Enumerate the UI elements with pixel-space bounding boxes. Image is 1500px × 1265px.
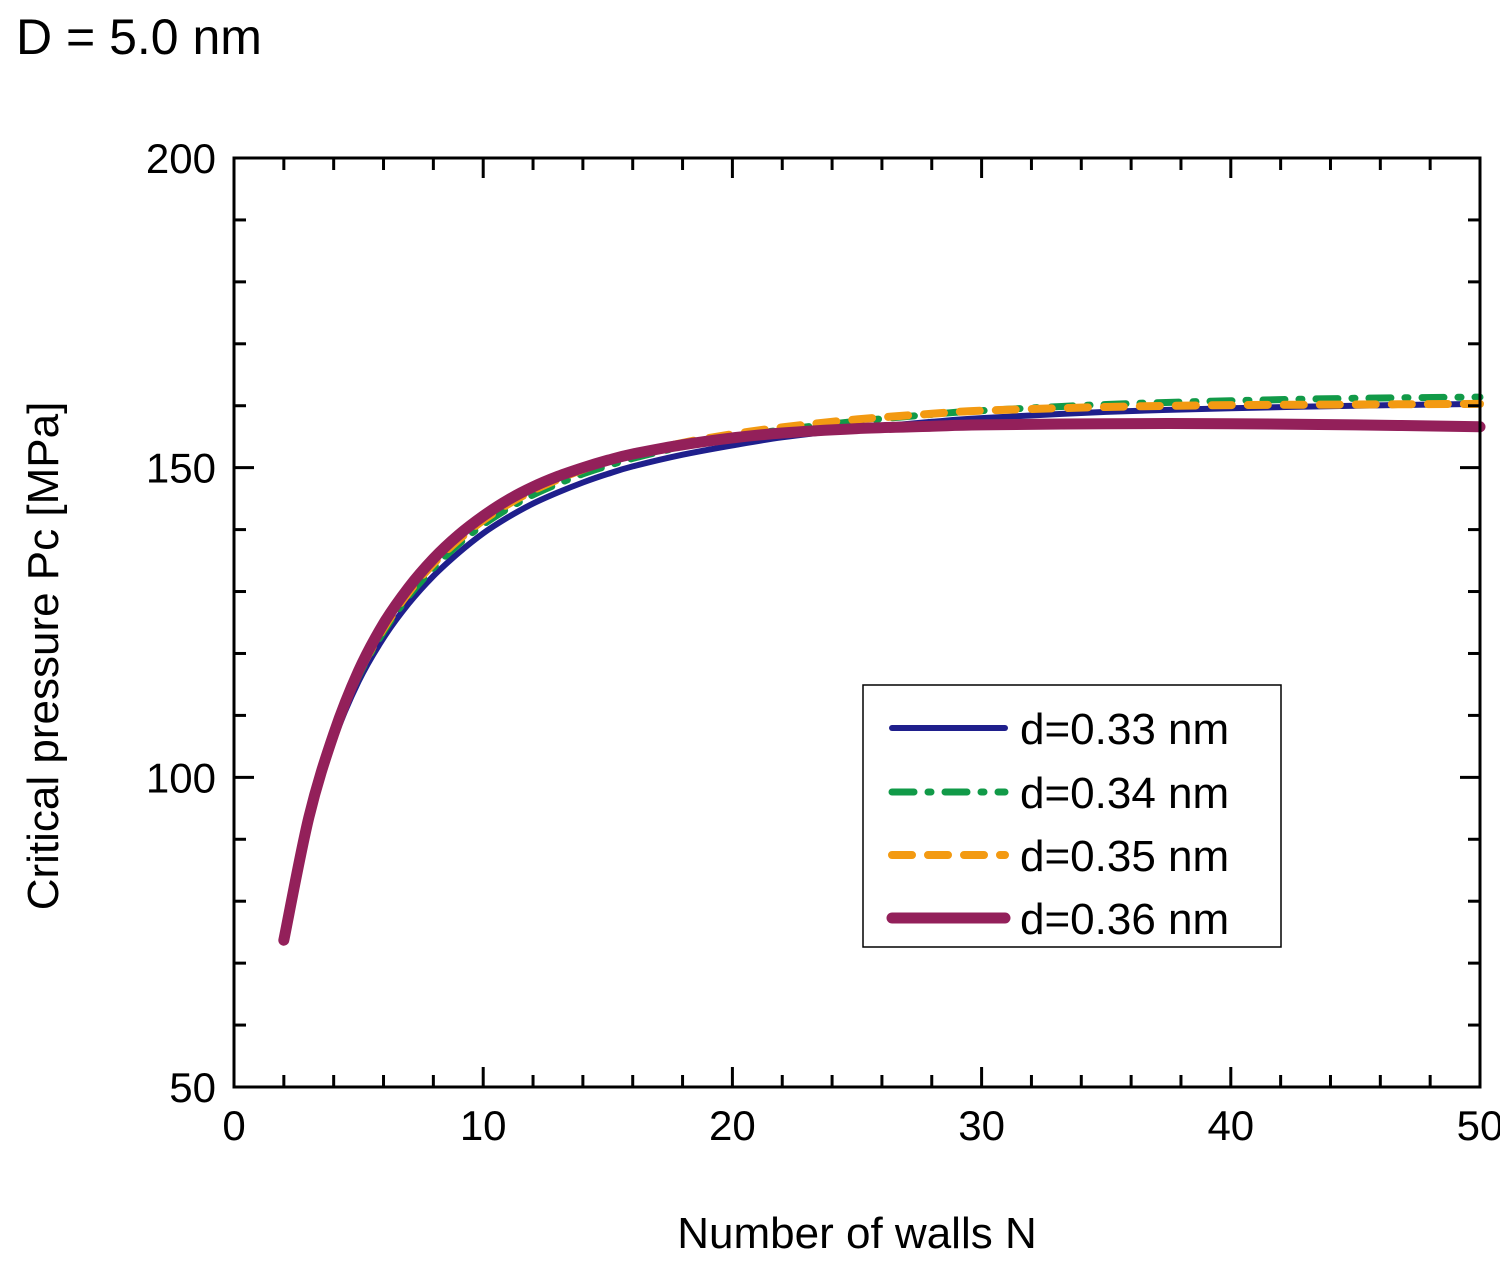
legend-label: d=0.34 nm: [1020, 769, 1229, 818]
chart-title: D = 5.0 nm: [16, 9, 262, 65]
x-tick-label: 40: [1207, 1102, 1254, 1149]
y-tick-label: 100: [146, 754, 216, 801]
x-tick-label: 0: [222, 1102, 245, 1149]
y-tick-label: 200: [146, 135, 216, 182]
y-tick-label: 50: [169, 1064, 216, 1111]
series-line-d-0-33-nm: [280, 400, 1483, 944]
legend-item: d=0.35 nm: [888, 832, 1229, 881]
series-line-d-0-36-nm: [278, 418, 1486, 946]
tick-layer: [232, 156, 1482, 1089]
legend-item: d=0.36 nm: [886, 895, 1229, 944]
legend: d=0.33 nm d=0.34 nm d=0.35 nm d=0.36 nm: [862, 684, 1282, 948]
legend-item: d=0.33 nm: [889, 705, 1229, 754]
legend-items: d=0.33 nm d=0.34 nm d=0.35 nm d=0.36 nm: [886, 705, 1229, 944]
x-tick-label: 20: [709, 1102, 756, 1149]
y-axis-label: Critical pressure Pc [MPa]: [19, 402, 68, 911]
legend-label: d=0.33 nm: [1020, 705, 1229, 754]
x-tick-label: 50: [1457, 1102, 1500, 1149]
x-axis-label: Number of walls N: [677, 1209, 1036, 1258]
x-tick-label: 30: [958, 1102, 1005, 1149]
x-tick-label: 10: [460, 1102, 507, 1149]
y-tick-label: 150: [146, 445, 216, 492]
legend-item: d=0.34 nm: [888, 769, 1229, 818]
series-layer: [278, 393, 1486, 946]
legend-label: d=0.35 nm: [1020, 832, 1229, 881]
legend-label: d=0.36 nm: [1020, 895, 1229, 944]
tick-label-layer: 0 10 20 30 40 50 50 100 150 200: [146, 135, 1500, 1149]
plot-frame: [232, 156, 1482, 1089]
